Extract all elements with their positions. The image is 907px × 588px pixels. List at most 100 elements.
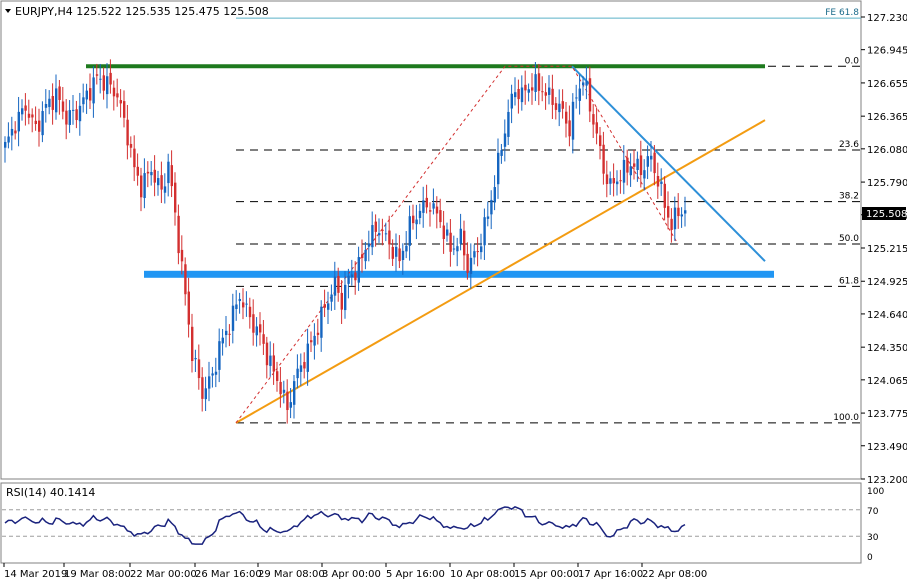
fib-level-label: 38.2 — [839, 192, 859, 202]
candle-body — [201, 377, 204, 399]
candle-body — [483, 217, 486, 246]
candle-body — [269, 355, 272, 366]
candle-body — [55, 88, 58, 113]
fib-level-label: 100.0 — [833, 413, 859, 423]
candle-body — [310, 340, 313, 343]
price-tick-label: 126.945 — [867, 46, 907, 57]
candle-body — [242, 302, 245, 308]
candle-body — [469, 257, 473, 274]
candle-body — [582, 82, 585, 86]
candle-body — [316, 332, 320, 335]
candle-body — [119, 100, 122, 104]
rsi-title: RSI(14) 40.1414 — [6, 486, 95, 499]
candle-body — [279, 381, 282, 395]
candle-body — [568, 120, 571, 137]
candle-body — [575, 97, 578, 99]
fib-level-label: 50.0 — [839, 234, 859, 244]
candle-body — [204, 388, 207, 400]
candle-body — [340, 292, 343, 310]
candle-body — [371, 225, 374, 248]
candle-body — [180, 249, 184, 262]
candle-body — [616, 181, 619, 185]
candle-body — [17, 111, 20, 132]
price-tick-label: 124.065 — [867, 376, 907, 387]
candle-body — [170, 165, 173, 187]
candle-body — [435, 206, 439, 214]
candle-body — [177, 215, 180, 254]
candle-body — [218, 341, 221, 370]
candle-body — [191, 326, 194, 362]
time-tick-label: 19 Mar 08:00 — [64, 569, 131, 580]
candle-body — [381, 229, 384, 231]
candle-body — [473, 251, 476, 258]
candle-body — [58, 86, 61, 100]
ascending-trendline — [235, 119, 766, 424]
time-tick-label: 14 Mar 2019 — [4, 569, 67, 580]
candle-body — [493, 187, 496, 203]
candle-body — [449, 232, 452, 252]
candle-body — [486, 216, 490, 219]
candle-body — [143, 173, 146, 199]
candle-body — [21, 108, 24, 115]
candle-body — [639, 155, 643, 176]
rsi-tick-label: 30 — [867, 533, 879, 543]
candle-body — [422, 200, 425, 213]
candle-body — [554, 103, 558, 110]
current-price-label: 125.508 — [866, 209, 907, 220]
candle-body — [150, 171, 153, 176]
candle-body — [129, 143, 133, 148]
candle-body — [276, 371, 279, 382]
candle-body — [41, 111, 44, 136]
candle-body — [106, 76, 109, 95]
candle-body — [585, 81, 588, 86]
candle-body — [85, 90, 88, 100]
candle-body — [510, 93, 513, 109]
dropdown-triangle-icon[interactable] — [5, 9, 11, 13]
candle-body — [262, 334, 265, 344]
candle-body — [463, 230, 466, 256]
candle-body — [680, 214, 683, 217]
candle-body — [660, 181, 663, 184]
candle-body — [476, 251, 479, 253]
price-tick-label: 124.640 — [867, 310, 907, 321]
candle-body — [92, 77, 95, 104]
candle-body — [354, 272, 357, 281]
candle-body — [418, 210, 422, 218]
candle-body — [650, 155, 653, 160]
candle-body — [65, 110, 68, 125]
candle-body — [228, 333, 231, 335]
time-tick-label: 3 Apr 00:00 — [322, 569, 381, 580]
candle-body — [153, 169, 156, 183]
candle-body — [61, 101, 65, 112]
candle-body — [432, 203, 435, 209]
candle-body — [395, 246, 398, 257]
candle-body — [293, 381, 296, 405]
candle-body — [157, 178, 160, 186]
candle-body — [95, 74, 99, 76]
candle-body — [10, 128, 14, 136]
candle-body — [401, 250, 405, 261]
candle-body — [327, 303, 330, 310]
candle-body — [112, 87, 116, 97]
candle-body — [629, 166, 632, 176]
candle-body — [667, 206, 670, 218]
candle-body — [174, 182, 177, 213]
candle-body — [289, 402, 292, 408]
candle-body — [384, 233, 388, 235]
candle-body — [456, 246, 459, 252]
candle-body — [605, 174, 609, 185]
candle-body — [684, 210, 687, 214]
candle-body — [452, 248, 456, 250]
candle-body — [541, 91, 544, 93]
candle-body — [626, 157, 629, 173]
price-tick-label: 123.490 — [867, 442, 907, 453]
candle-body — [299, 365, 303, 372]
candle-body — [265, 342, 269, 366]
candle-body — [551, 88, 554, 105]
time-tick-label: 26 Mar 16:00 — [195, 569, 262, 580]
candle-body — [208, 376, 211, 389]
candle-body — [146, 171, 150, 174]
candle-body — [140, 175, 143, 198]
candle-body — [330, 294, 333, 302]
